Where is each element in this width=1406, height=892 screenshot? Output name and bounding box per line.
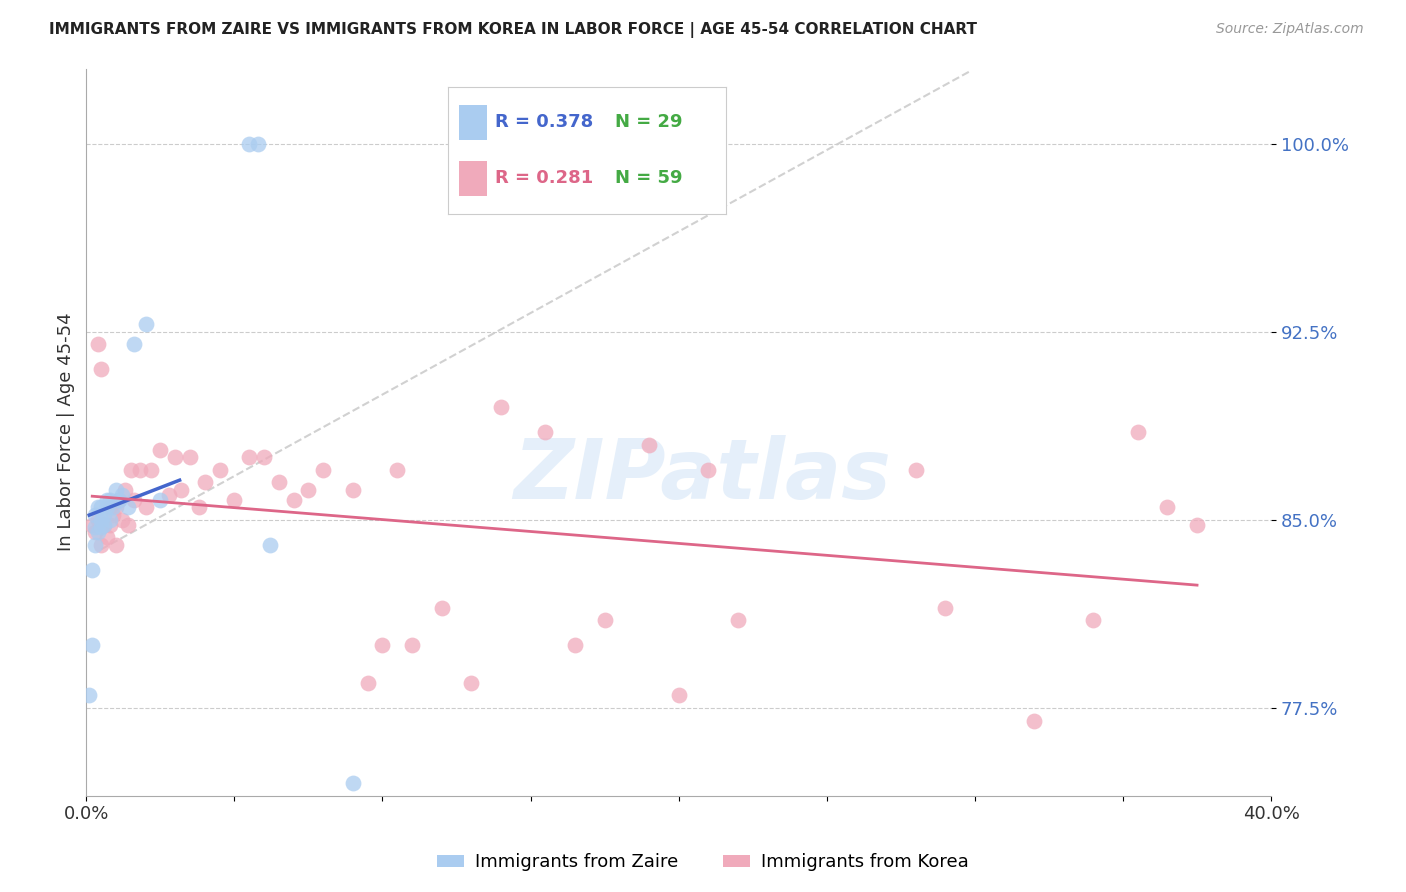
Point [208, 463, 231, 477]
Point [904, 463, 927, 477]
Point [117, 500, 139, 515]
Point [135, 318, 157, 332]
Point [87, 525, 110, 540]
Point [534, 425, 557, 439]
Point [247, 136, 270, 151]
Point [430, 600, 453, 615]
Point [104, 538, 127, 552]
Point [697, 463, 720, 477]
Point [259, 538, 281, 552]
Point [82, 563, 104, 577]
Point [84, 525, 107, 540]
Point [224, 492, 246, 507]
Point [117, 517, 139, 532]
Point [87, 500, 110, 515]
Point [98, 500, 121, 515]
Point [141, 463, 163, 477]
Y-axis label: In Labor Force | Age 45-54: In Labor Force | Age 45-54 [58, 313, 75, 551]
Point [149, 492, 172, 507]
Point [727, 613, 749, 627]
Point [401, 638, 423, 652]
Point [194, 475, 217, 490]
Text: Source: ZipAtlas.com: Source: ZipAtlas.com [1216, 22, 1364, 37]
Point [187, 500, 209, 515]
Point [1185, 517, 1208, 532]
Point [668, 689, 690, 703]
Point [90, 500, 112, 515]
Point [253, 450, 276, 465]
Point [1156, 500, 1178, 515]
Point [283, 492, 305, 507]
Text: IMMIGRANTS FROM ZAIRE VS IMMIGRANTS FROM KOREA IN LABOR FORCE | AGE 45-54 CORREL: IMMIGRANTS FROM ZAIRE VS IMMIGRANTS FROM… [49, 22, 977, 38]
Point [90, 520, 112, 534]
Point [122, 492, 145, 507]
Point [90, 362, 112, 376]
Point [357, 676, 380, 690]
Point [101, 500, 124, 515]
Point [82, 638, 104, 652]
Point [84, 508, 107, 522]
Point [342, 483, 364, 497]
Point [1024, 714, 1046, 728]
Point [1126, 425, 1149, 439]
Point [342, 776, 364, 790]
Point [87, 513, 110, 527]
Point [157, 488, 180, 502]
Point [238, 450, 260, 465]
Point [238, 136, 260, 151]
Point [170, 483, 193, 497]
Point [84, 538, 107, 552]
Point [93, 517, 115, 532]
Point [96, 531, 118, 545]
Point [108, 492, 131, 507]
Point [267, 475, 290, 490]
Point [111, 488, 134, 502]
Point [934, 600, 956, 615]
Point [84, 520, 107, 534]
Point [90, 538, 112, 552]
Legend: Immigrants from Zaire, Immigrants from Korea: Immigrants from Zaire, Immigrants from K… [430, 847, 976, 879]
Point [96, 500, 118, 515]
Point [371, 638, 394, 652]
Point [149, 442, 172, 457]
Point [82, 517, 104, 532]
Point [135, 500, 157, 515]
Point [165, 450, 187, 465]
Point [638, 438, 661, 452]
Point [122, 337, 145, 351]
Point [87, 337, 110, 351]
Point [111, 513, 134, 527]
Point [98, 513, 121, 527]
Point [101, 508, 124, 522]
Point [489, 400, 512, 414]
Point [108, 492, 131, 507]
Point [98, 517, 121, 532]
Point [312, 463, 335, 477]
Point [104, 483, 127, 497]
Point [128, 463, 150, 477]
Point [93, 517, 115, 532]
Point [593, 613, 616, 627]
Point [179, 450, 201, 465]
Point [93, 508, 115, 522]
Point [96, 492, 118, 507]
Point [1083, 613, 1105, 627]
Point [98, 492, 121, 507]
Point [120, 463, 142, 477]
Text: ZIPatlas: ZIPatlas [513, 435, 891, 516]
Point [77, 689, 100, 703]
Point [387, 463, 409, 477]
Point [90, 513, 112, 527]
Point [460, 676, 482, 690]
Point [297, 483, 319, 497]
Point [114, 483, 136, 497]
Point [104, 500, 127, 515]
Point [564, 638, 586, 652]
